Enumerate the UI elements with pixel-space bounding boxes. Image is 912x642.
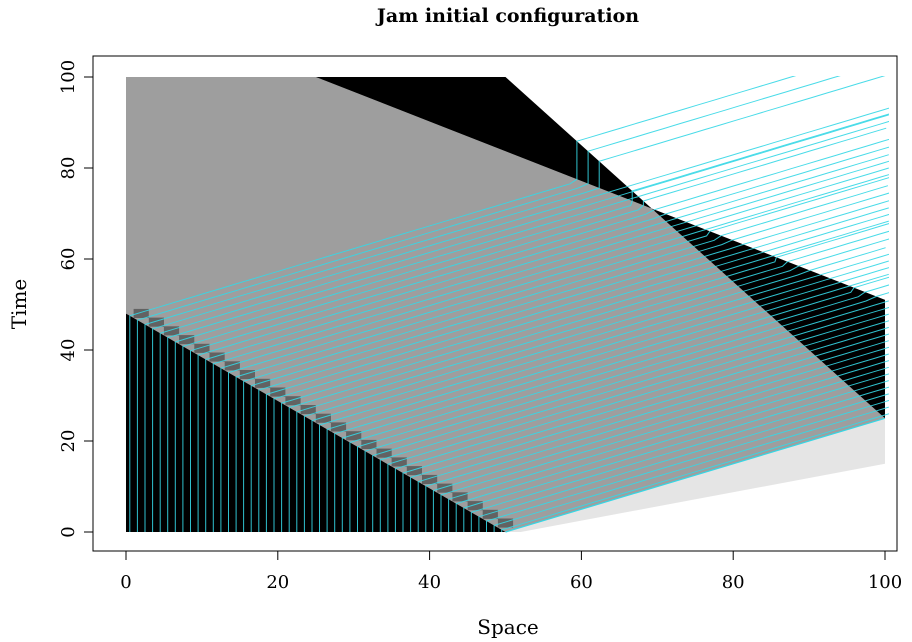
x-tick-label: 20 (266, 572, 289, 593)
vehicle-trajectory (326, 260, 889, 532)
y-tick-label: 80 (58, 157, 79, 180)
vehicle-trajectories (129, 76, 889, 533)
y-tick-label: 0 (58, 526, 79, 537)
vehicle-trajectory (288, 223, 889, 532)
vehicle-trajectory (478, 393, 889, 532)
x-tick-label: 0 (120, 572, 131, 593)
vehicle-trajectory (152, 107, 889, 532)
plot-area (122, 76, 889, 533)
vehicle-trajectory (364, 292, 889, 532)
vehicle-trajectory (334, 267, 889, 532)
y-axis: 0 20 40 60 80 100 (58, 60, 94, 538)
jam-edge-step (300, 405, 316, 415)
vehicle-trajectory (129, 76, 797, 532)
vehicle-trajectory (341, 273, 889, 532)
vehicle-trajectory (265, 207, 889, 532)
jam-edge-step (239, 370, 255, 380)
x-tick-label: 40 (418, 572, 441, 593)
vehicle-trajectory (372, 300, 889, 532)
y-tick-label: 20 (58, 430, 79, 453)
y-axis-label: Time (7, 279, 31, 330)
vehicle-trajectory (220, 167, 889, 532)
vehicle-trajectory (182, 127, 887, 532)
y-tick-label: 60 (58, 248, 79, 271)
y-tick-label: 100 (58, 60, 79, 94)
vehicle-trajectory (303, 238, 889, 532)
jam-edge-step (148, 317, 164, 327)
jam-edge-step (194, 343, 210, 353)
jam-edge-step (270, 387, 286, 397)
vehicle-trajectory (190, 138, 889, 532)
vehicle-trajectory (357, 284, 889, 532)
vehicle-trajectory (402, 326, 889, 532)
vehicle-trajectory (319, 253, 889, 532)
jam-edge-step (285, 396, 301, 406)
vehicle-trajectory (349, 276, 889, 532)
vehicle-trajectory (159, 114, 889, 532)
x-axis-label: Space (477, 615, 538, 639)
vehicle-trajectory (167, 120, 889, 532)
free-flow-front-line (505, 417, 886, 533)
jam-edge-step (391, 457, 407, 467)
jam-edge-step (209, 352, 225, 362)
vehicle-trajectory (432, 353, 889, 532)
vehicle-trajectory (281, 220, 889, 532)
vehicle-trajectory (311, 247, 886, 532)
jam-edge-step (437, 483, 453, 493)
vehicle-trajectory (455, 373, 889, 532)
jam-edge-step (467, 501, 483, 511)
x-tick-label: 80 (722, 572, 745, 593)
vehicle-trajectory (425, 346, 889, 532)
vehicle-trajectory (410, 333, 889, 532)
vehicle-trajectory (235, 177, 889, 532)
vehicle-trajectory (394, 320, 889, 532)
chart-title: Jam initial configuration (375, 5, 639, 27)
jam-edge-step (406, 466, 422, 476)
vehicle-trajectory (493, 406, 889, 532)
jam-edge-step (497, 518, 514, 528)
jam-edge-step (315, 413, 331, 423)
vehicle-trajectory (197, 146, 889, 532)
jam-edge-step (346, 431, 362, 441)
jam-edge-step (330, 422, 347, 432)
vehicle-trajectory (463, 380, 889, 532)
vehicle-trajectory (448, 366, 889, 532)
vehicle-trajectory (243, 185, 889, 532)
jam-edge-step (422, 474, 438, 484)
jam-edge-step (163, 326, 180, 336)
vehicle-trajectory (417, 340, 889, 532)
vehicle-trajectory (470, 386, 889, 532)
vehicle-trajectory (250, 192, 889, 532)
vehicle-trajectory (144, 76, 886, 532)
x-tick-label: 100 (868, 572, 902, 593)
jam-edge-step (376, 448, 392, 458)
x-axis: 0 20 40 60 80 100 (120, 550, 902, 593)
vehicle-trajectory (387, 313, 889, 532)
vehicle-trajectory (379, 306, 889, 532)
vehicle-trajectory (205, 154, 889, 532)
jam-edge-step (133, 308, 149, 318)
jam-edge-step (452, 492, 468, 502)
vehicle-trajectory (440, 360, 889, 532)
jam-edge-step (179, 335, 195, 345)
jam-edge-step (361, 439, 377, 449)
x-tick-label: 60 (570, 572, 593, 593)
vehicle-trajectory (273, 213, 889, 532)
jam-edge-step (482, 509, 498, 519)
vehicle-trajectory (501, 413, 889, 532)
vehicle-trajectory (486, 399, 889, 532)
vehicle-trajectory (296, 230, 889, 532)
jam-edge-steps (133, 308, 514, 528)
vehicle-trajectory (212, 160, 889, 532)
vehicle-trajectory (258, 200, 889, 532)
vehicle-trajectory (228, 174, 889, 532)
vehicle-trajectory (174, 113, 889, 532)
y-tick-label: 40 (58, 339, 79, 362)
jam-edge-step (255, 378, 271, 388)
jam-edge-step (224, 361, 240, 371)
vehicle-trajectory (136, 76, 841, 532)
